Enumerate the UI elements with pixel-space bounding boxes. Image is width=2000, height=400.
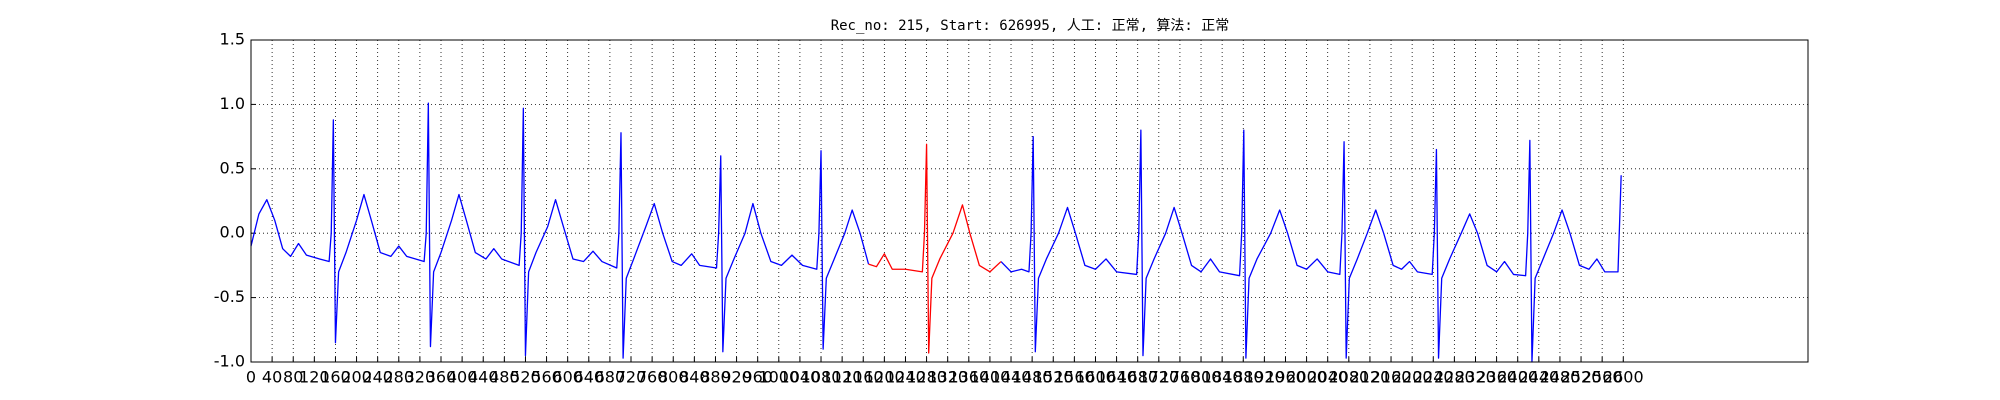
x-tick-label: 1800 — [1181, 368, 1222, 387]
x-tick-label: 2200 — [1392, 368, 1433, 387]
x-tick-label: 1360 — [948, 368, 989, 387]
x-tick-label: 560 — [531, 368, 562, 387]
x-tick-label: 320 — [405, 368, 436, 387]
x-tick-label: 1840 — [1202, 368, 1243, 387]
y-tick-label: -0.5 — [214, 287, 245, 306]
x-tick-label: 1560 — [1054, 368, 1095, 387]
x-tick-label: 920 — [721, 368, 752, 387]
x-tick-label: 1200 — [864, 368, 905, 387]
x-tick-label: 400 — [447, 368, 478, 387]
x-tick-label: 1160 — [843, 368, 884, 387]
x-tick-label: 160 — [320, 368, 351, 387]
x-tick-label: 1080 — [801, 368, 842, 387]
x-tick-label: 960 — [742, 368, 773, 387]
x-tick-label: 1880 — [1223, 368, 1264, 387]
x-tick-label: 80 — [283, 368, 303, 387]
x-tick-label: 1400 — [970, 368, 1011, 387]
y-tick-label: 0.0 — [220, 223, 245, 242]
x-tick-label: 2000 — [1286, 368, 1327, 387]
chart-title: Rec_no: 215, Start: 626995, 人工: 正常, 算法: … — [831, 18, 1230, 34]
x-tick-label: 2040 — [1307, 368, 1348, 387]
x-tick-label: 520 — [510, 368, 541, 387]
x-tick-label: 1680 — [1117, 368, 1158, 387]
x-tick-label: 1320 — [927, 368, 968, 387]
x-tick-label: 440 — [468, 368, 499, 387]
x-tick-label: 1280 — [906, 368, 947, 387]
x-tick-label: 2400 — [1497, 368, 1538, 387]
ecg-line — [250, 102, 1622, 363]
x-tick-label: 2080 — [1328, 368, 1369, 387]
x-tick-label: 280 — [384, 368, 415, 387]
x-tick-label: 240 — [362, 368, 393, 387]
x-tick-label: 1240 — [885, 368, 926, 387]
x-tick-label: 1120 — [822, 368, 863, 387]
axes-frame — [250, 39, 1809, 363]
x-tick-label: 1000 — [758, 368, 799, 387]
x-tick-label: 1760 — [1160, 368, 1201, 387]
y-tick-label: 1.5 — [220, 30, 245, 49]
x-tick-label: 200 — [341, 368, 372, 387]
x-tick-label: 2160 — [1371, 368, 1412, 387]
x-tick-label: 1520 — [1033, 368, 1074, 387]
x-tick-label: 2280 — [1434, 368, 1475, 387]
x-tick-label: 800 — [658, 368, 689, 387]
x-tick-label: 2240 — [1413, 368, 1454, 387]
y-tick-label: -1.0 — [214, 352, 245, 371]
x-tick-label: 640 — [574, 368, 605, 387]
x-tick-label: 2120 — [1350, 368, 1391, 387]
y-tick-label: 1.0 — [220, 94, 245, 113]
x-tick-label: 2520 — [1561, 368, 1602, 387]
x-tick-label: 2360 — [1476, 368, 1517, 387]
x-tick-label: 1640 — [1096, 368, 1137, 387]
x-tick-label: 2480 — [1540, 368, 1581, 387]
x-tick-label: 680 — [595, 368, 626, 387]
x-tick-label: 360 — [426, 368, 457, 387]
x-tick-label: 880 — [700, 368, 731, 387]
x-tick-label: 2600 — [1603, 368, 1644, 387]
x-tick-label: 1440 — [991, 368, 1032, 387]
x-tick-label: 40 — [262, 368, 282, 387]
x-tick-label: 1600 — [1075, 368, 1116, 387]
x-tick-label: 1480 — [1012, 368, 1053, 387]
x-tick-label: 120 — [299, 368, 330, 387]
x-tick-label: 1960 — [1265, 368, 1306, 387]
x-tick-label: 2440 — [1518, 368, 1559, 387]
x-tick-label: 2560 — [1582, 368, 1623, 387]
x-tick-label: 2320 — [1455, 368, 1496, 387]
x-tick-label: 0 — [246, 368, 256, 387]
ecg-line — [868, 143, 1002, 354]
x-tick-label: 1920 — [1244, 368, 1285, 387]
x-tick-label: 1040 — [780, 368, 821, 387]
x-tick-label: 600 — [552, 368, 583, 387]
y-tick-label: 0.5 — [220, 158, 245, 177]
x-tick-label: 720 — [616, 368, 647, 387]
x-tick-label: 1720 — [1138, 368, 1179, 387]
x-tick-label: 480 — [489, 368, 520, 387]
x-tick-label: 840 — [679, 368, 710, 387]
x-tick-label: 760 — [637, 368, 668, 387]
